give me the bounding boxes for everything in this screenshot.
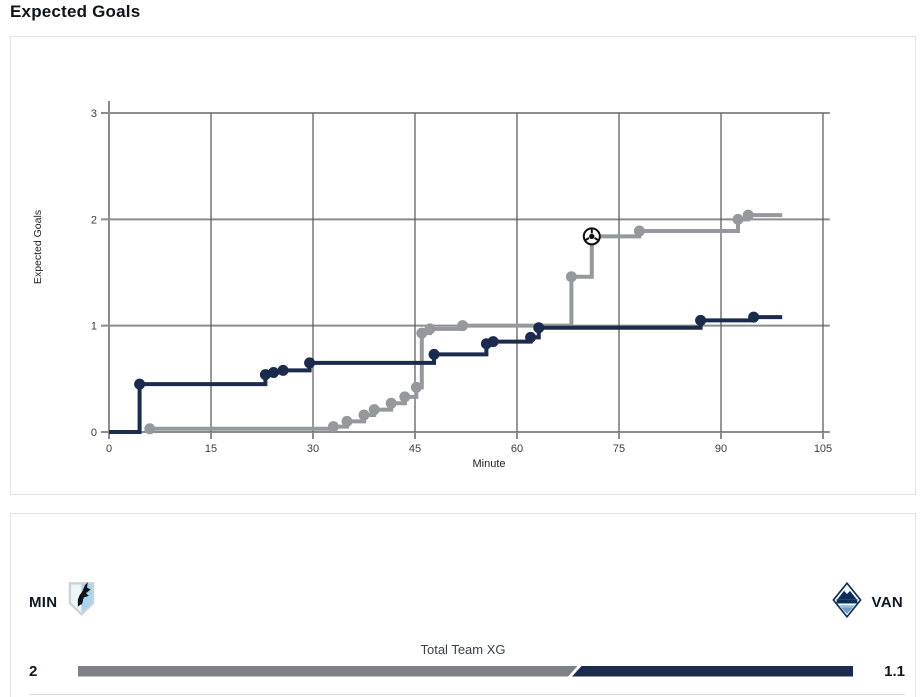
van-event-dot [487, 336, 499, 348]
van-crest-icon [831, 581, 863, 624]
min-event-dot [424, 323, 436, 335]
min-event-dot [399, 391, 411, 403]
x-tick-label: 75 [613, 443, 625, 455]
min-event-dot [327, 421, 339, 433]
y-axis-title: Expected Goals [32, 210, 44, 284]
home-team: MIN [29, 581, 97, 623]
van-series-line [109, 315, 783, 434]
van-event-dot [748, 311, 760, 323]
min-event-dot [368, 404, 380, 416]
total-xg-bar [78, 665, 853, 677]
team-xg-compare-panel: MIN [10, 513, 916, 697]
y-tick-label: 0 [91, 427, 97, 439]
y-tick-label: 2 [91, 214, 97, 226]
xg-chart-panel: 0 1 2 3 0 15 30 45 60 75 90 105 Expected Goals Minute [10, 36, 916, 495]
min-event-dot [341, 415, 353, 427]
min-event-dot [457, 320, 469, 332]
min-event-dot [410, 381, 422, 393]
min-event-dot [144, 423, 156, 435]
van-event-dot [304, 357, 316, 369]
away-xg-value: 1.1 [884, 662, 905, 680]
y-tick-label: 1 [91, 321, 97, 333]
min-event-dot [358, 409, 370, 421]
min-event-dot [416, 327, 428, 339]
team-row: MIN [29, 580, 903, 624]
van-event-dot [134, 378, 146, 390]
y-tick-label: 3 [91, 108, 97, 120]
bottom-divider [29, 694, 905, 695]
van-event-dot [525, 331, 537, 343]
total-xg-bar-row: 2 1.1 [29, 662, 905, 680]
total-xg-label: Total Team XG [420, 642, 506, 657]
page-title: Expected Goals [10, 2, 141, 21]
van-event-dot [533, 322, 545, 334]
min-event-dot [385, 397, 397, 409]
home-xg-value: 2 [29, 662, 38, 680]
min-event-dot [633, 225, 645, 237]
away-xg-bar-segment [572, 665, 853, 677]
van-event-dot [268, 366, 280, 378]
x-tick-label: 45 [409, 443, 421, 455]
van-event-dot [428, 348, 440, 360]
x-tick-label: 105 [814, 443, 832, 455]
min-event-dot [732, 213, 744, 225]
x-tick-label: 15 [205, 443, 217, 455]
x-axis-title: Minute [472, 458, 505, 470]
home-team-abbr: MIN [29, 593, 58, 611]
home-xg-bar-segment [78, 666, 578, 677]
min-event-dot [565, 271, 577, 283]
van-event-dot [277, 364, 289, 376]
min-event-dot [742, 209, 754, 221]
x-tick-label: 60 [511, 443, 523, 455]
x-tick-label: 0 [106, 443, 112, 455]
goal-marker-ball-icon [582, 227, 601, 246]
x-tick-label: 90 [715, 443, 727, 455]
van-event-dot [695, 314, 707, 326]
away-team-abbr: VAN [871, 593, 903, 611]
away-team: VAN [831, 581, 903, 624]
x-tick-label: 30 [307, 443, 319, 455]
min-crest-icon [66, 581, 97, 623]
